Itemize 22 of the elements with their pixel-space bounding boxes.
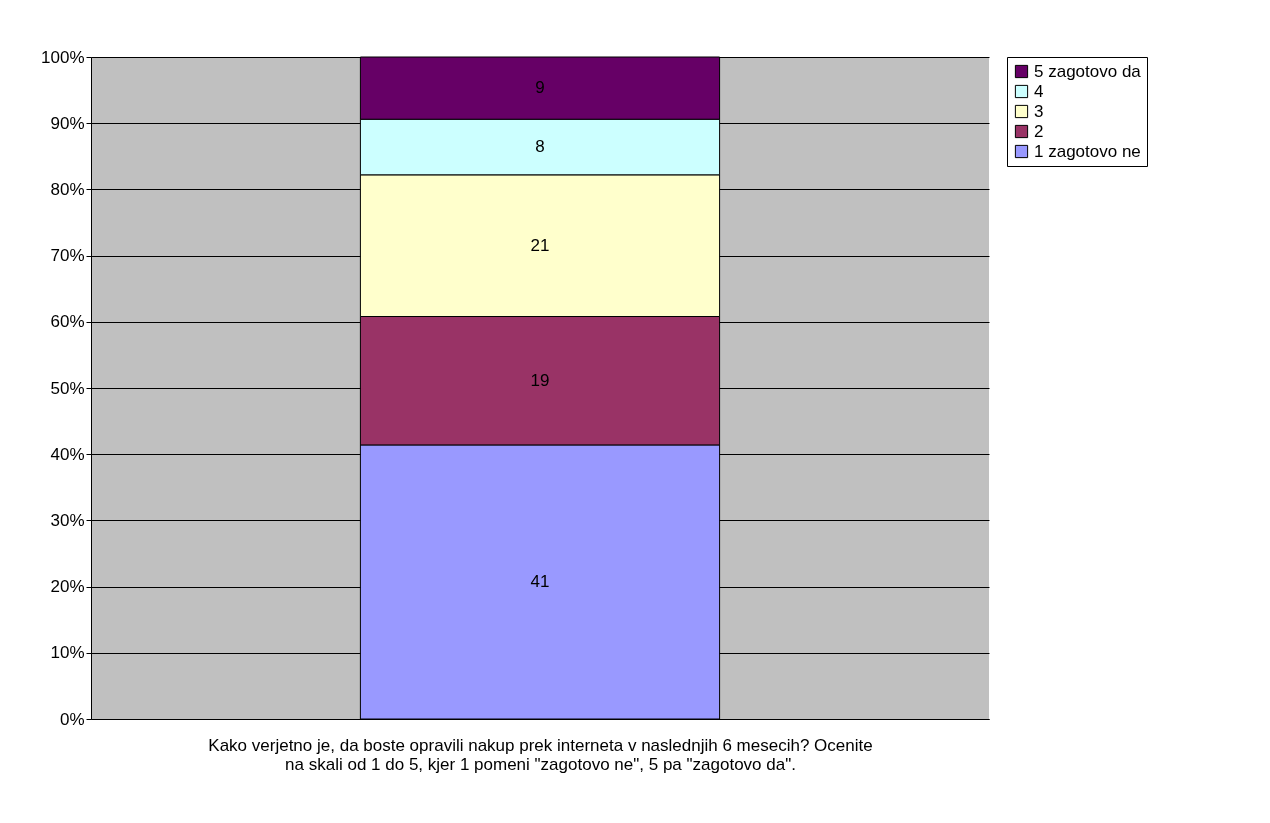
legend-label: 1 zagotovo ne <box>1034 141 1141 161</box>
x-axis-title: Kako verjetno je, da boste opravili nakup prek interneta v naslednjih 6 mesecih? Ocenite na skali od 1 do 5, kjer 1 pomeni "zagotovo ne", 5 pa "zagotovo da". <box>208 735 873 774</box>
y-tick-label: 70% <box>50 246 85 266</box>
y-tick-label: 30% <box>50 510 85 530</box>
data-label: 21 <box>530 235 550 255</box>
legend-label: 5 zagotovo da <box>1034 61 1142 81</box>
y-tick-label: 0% <box>59 709 85 729</box>
legend-label: 3 <box>1034 101 1044 121</box>
data-label: 41 <box>530 571 550 591</box>
legend-label: 4 <box>1034 81 1044 101</box>
y-tick-label: 40% <box>50 444 85 464</box>
legend-label: 2 <box>1034 121 1044 141</box>
y-tick-label: 50% <box>50 378 85 398</box>
y-tick-label: 100% <box>41 47 85 67</box>
y-tick-label: 20% <box>50 577 85 597</box>
y-tick-label: 90% <box>50 113 85 133</box>
y-tick-label: 60% <box>50 312 85 332</box>
y-tick-label: 10% <box>50 643 85 663</box>
data-label: 9 <box>535 78 545 98</box>
data-label: 8 <box>535 137 545 157</box>
y-tick-label: 80% <box>50 179 85 199</box>
data-label: 19 <box>530 370 550 390</box>
